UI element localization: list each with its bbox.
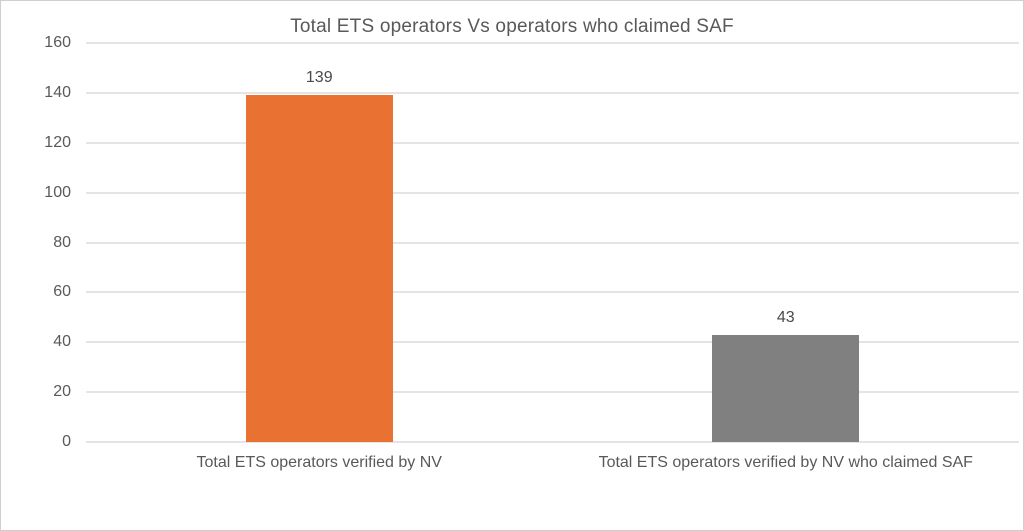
x-axis-category-label: Total ETS operators verified by NV [196, 454, 442, 471]
grid-line [86, 191, 1019, 194]
grid-line [86, 341, 1019, 344]
bar [712, 334, 860, 442]
grid-line [86, 441, 1019, 443]
y-axis-tick-label: 0 [62, 433, 71, 450]
y-axis-tick-label: 40 [53, 333, 71, 351]
bar-value-label: 139 [305, 69, 333, 87]
bar-slot: 139 [86, 43, 553, 442]
bar-slot: 43 [553, 43, 1020, 442]
grid-line [86, 42, 1019, 44]
grid-line [86, 291, 1019, 294]
y-axis: 0 20 40 60 80 100 120 140 160 [1, 35, 71, 450]
chart-title: Total ETS operators Vs operators who cla… [290, 16, 734, 37]
y-axis-tick-label: 100 [44, 183, 71, 201]
plot-area: 139 43 [86, 42, 1019, 443]
y-axis-tick-label: 160 [44, 34, 71, 51]
grid-line [86, 391, 1019, 394]
bar-value-label: 43 [776, 308, 795, 326]
x-axis-category-label: Total ETS operators verified by NV who c… [598, 454, 973, 471]
grid-line [86, 241, 1019, 244]
y-axis-tick-label: 120 [44, 133, 71, 151]
bars-layer: 139 43 [86, 43, 1019, 442]
y-axis-tick-label: 60 [53, 283, 71, 301]
grid-line [86, 91, 1019, 94]
y-axis-tick-label: 80 [53, 233, 71, 251]
grid-layer [86, 42, 1019, 443]
x-axis-category-labels: Total ETS operators verified by NV Total … [86, 453, 1019, 473]
y-axis-tick-label: 20 [53, 383, 71, 401]
y-axis-tick-label: 140 [44, 83, 71, 101]
bar [245, 95, 393, 442]
grid-line [86, 141, 1019, 144]
